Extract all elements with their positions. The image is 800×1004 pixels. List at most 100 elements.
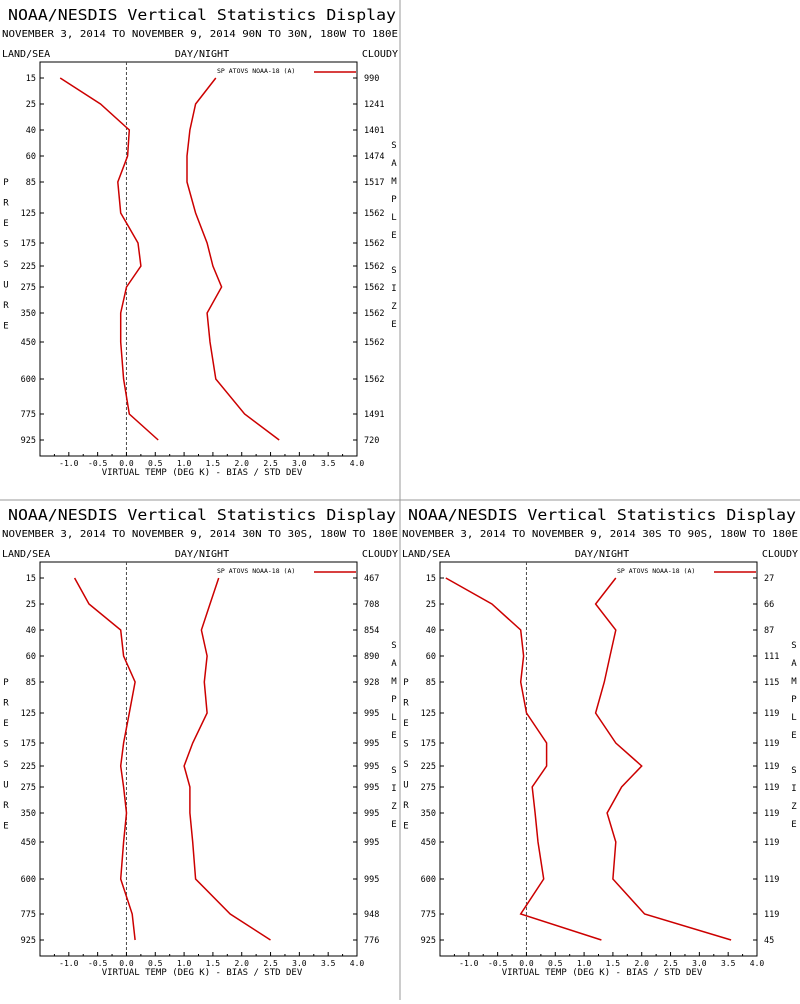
pressure-level-label: 925 xyxy=(421,936,436,946)
sample-size-axis-letter: L xyxy=(391,213,396,223)
sample-size-axis-letter: E xyxy=(391,231,396,241)
chart-title: NOAA/NESDIS Vertical Statistics Display xyxy=(8,6,396,24)
x-tick-label: 0.0 xyxy=(519,959,534,968)
pressure-level-label: 225 xyxy=(421,762,436,772)
sample-size-label: 119 xyxy=(764,739,779,749)
pressure-level-label: 925 xyxy=(21,436,36,446)
sample-size-label: 119 xyxy=(764,910,779,920)
pressure-axis-letter: E xyxy=(3,322,8,332)
sample-size-label: 1562 xyxy=(364,309,384,319)
bias-series-line xyxy=(446,578,602,940)
pressure-level-label: 450 xyxy=(21,838,36,848)
pressure-axis-letter: S xyxy=(3,260,8,270)
x-axis-label: VIRTUAL TEMP (DEG K) - BIAS / STD DEV xyxy=(502,968,703,978)
sample-size-label: 1401 xyxy=(364,126,384,136)
pressure-axis-letter: R xyxy=(403,699,409,709)
sample-size-axis-letter: I xyxy=(791,784,796,794)
chart-subtitle: NOVEMBER 3, 2014 TO NOVEMBER 9, 2014 30S… xyxy=(402,529,798,540)
sample-size-label: 119 xyxy=(764,762,779,772)
chart-panel-3: NOAA/NESDIS Vertical Statistics Display N… xyxy=(402,506,798,978)
pressure-level-label: 450 xyxy=(21,338,36,348)
day-night-label: DAY/NIGHT xyxy=(175,549,229,560)
sample-size-axis-letter: P xyxy=(391,695,397,705)
sample-size-label: 1562 xyxy=(364,283,384,293)
pressure-axis-letter: R xyxy=(3,699,9,709)
sample-size-axis-letter: L xyxy=(791,713,796,723)
pressure-level-label: 450 xyxy=(421,838,436,848)
pressure-level-label: 125 xyxy=(421,709,436,719)
pressure-axis-letter: E xyxy=(3,219,8,229)
x-tick-label: -0.5 xyxy=(88,959,107,968)
sample-size-label: 1562 xyxy=(364,338,384,348)
sample-size-label: 1491 xyxy=(364,410,384,420)
sample-size-axis-letter: P xyxy=(791,695,797,705)
x-tick-label: -0.5 xyxy=(88,459,107,468)
pressure-level-label: 175 xyxy=(421,739,436,749)
pressure-level-label: 350 xyxy=(21,309,36,319)
sample-size-label: 1517 xyxy=(364,178,384,188)
sample-size-axis-letter: I xyxy=(391,284,396,294)
pressure-axis-letter: S xyxy=(403,740,408,750)
sample-size-axis-letter: L xyxy=(391,713,396,723)
sample-size-label: 776 xyxy=(364,936,379,946)
pressure-axis-letter: R xyxy=(3,301,9,311)
legend-label: SP ATOVS NOAA-18 (A) xyxy=(217,567,295,575)
sample-size-label: 995 xyxy=(364,709,379,719)
plot-frame xyxy=(40,62,357,456)
sample-size-label: 115 xyxy=(764,678,779,688)
x-tick-label: 1.0 xyxy=(177,959,192,968)
sample-size-axis-letter: E xyxy=(391,320,396,330)
sample-size-axis-letter: I xyxy=(391,784,396,794)
sample-size-axis-letter: P xyxy=(391,195,397,205)
pressure-axis-letter: R xyxy=(3,199,9,209)
chart-title: NOAA/NESDIS Vertical Statistics Display xyxy=(8,506,396,524)
pressure-level-label: 60 xyxy=(26,152,36,162)
sample-size-axis-letter: Z xyxy=(391,802,397,812)
pressure-level-label: 15 xyxy=(26,74,36,84)
x-tick-label: 4.0 xyxy=(350,959,365,968)
sample-size-axis-letter: S xyxy=(391,766,396,776)
sample-size-label: 708 xyxy=(364,600,379,610)
bias-series-line xyxy=(60,78,158,440)
x-tick-label: 0.0 xyxy=(119,959,134,968)
pressure-level-label: 775 xyxy=(21,410,36,420)
x-tick-label: 2.5 xyxy=(263,459,278,468)
sample-size-axis-letter: E xyxy=(391,731,396,741)
pressure-level-label: 600 xyxy=(21,875,36,885)
pressure-level-label: 775 xyxy=(21,910,36,920)
pressure-level-label: 350 xyxy=(21,809,36,819)
sample-size-axis-letter: M xyxy=(791,677,797,687)
sample-size-label: 990 xyxy=(364,74,379,84)
x-tick-label: 3.5 xyxy=(721,959,736,968)
pressure-level-label: 40 xyxy=(26,126,36,136)
sample-size-label: 995 xyxy=(364,809,379,819)
pressure-level-label: 225 xyxy=(21,262,36,272)
pressure-level-label: 25 xyxy=(26,100,36,110)
pressure-axis-letter: P xyxy=(3,178,9,188)
sample-size-label: 119 xyxy=(764,709,779,719)
x-axis-label: VIRTUAL TEMP (DEG K) - BIAS / STD DEV xyxy=(102,468,303,478)
chart-title: NOAA/NESDIS Vertical Statistics Display xyxy=(408,506,796,524)
land-sea-label: LAND/SEA xyxy=(2,549,50,560)
sample-size-label: 1474 xyxy=(364,152,384,162)
x-tick-label: 1.0 xyxy=(577,959,592,968)
x-tick-label: 0.0 xyxy=(119,459,134,468)
x-tick-label: 3.5 xyxy=(321,959,336,968)
sample-size-axis-letter: Z xyxy=(391,302,397,312)
pressure-level-label: 125 xyxy=(21,209,36,219)
sample-size-label: 720 xyxy=(364,436,379,446)
pressure-level-label: 60 xyxy=(426,652,436,662)
sample-size-axis-letter: M xyxy=(391,177,397,187)
sample-size-label: 66 xyxy=(764,600,774,610)
pressure-level-label: 350 xyxy=(421,809,436,819)
pressure-level-label: 15 xyxy=(26,574,36,584)
pressure-axis-letter: U xyxy=(3,281,8,291)
x-tick-label: 1.5 xyxy=(606,959,621,968)
sample-size-axis-letter: A xyxy=(391,659,397,669)
pressure-axis-letter: S xyxy=(403,760,408,770)
x-tick-label: 3.5 xyxy=(321,459,336,468)
sample-size-label: 1562 xyxy=(364,209,384,219)
pressure-level-label: 275 xyxy=(421,783,436,793)
pressure-level-label: 125 xyxy=(21,709,36,719)
